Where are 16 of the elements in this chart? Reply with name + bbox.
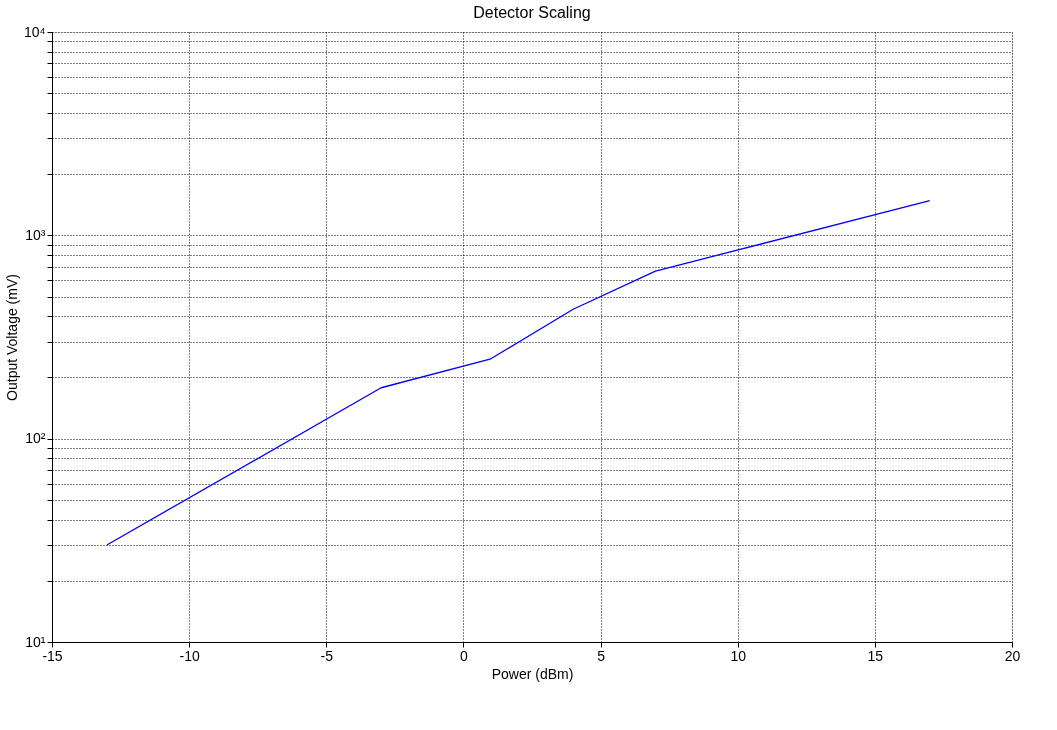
- y-axis-title: Output Voltage (mV): [3, 274, 20, 401]
- y-tick-label: 10³: [25, 226, 46, 243]
- y-tick-label: 10²: [25, 430, 46, 447]
- x-tick-label: 5: [597, 647, 606, 664]
- line-series: [106, 200, 931, 546]
- x-tick-label: -15: [42, 647, 63, 664]
- chart-title: Detector Scaling: [473, 4, 591, 21]
- x-tick-label: -5: [320, 647, 334, 664]
- x-tick-label: -10: [179, 647, 200, 664]
- x-tick-label: 15: [867, 647, 884, 664]
- y-tick-label: 10¹: [25, 633, 46, 650]
- x-tick-label: 10: [730, 647, 747, 664]
- y-tick-label: 10⁴: [23, 23, 46, 40]
- x-tick-label: 20: [1004, 647, 1021, 664]
- x-tick-label: 0: [460, 647, 469, 664]
- x-axis-title: Power (dBm): [491, 665, 574, 682]
